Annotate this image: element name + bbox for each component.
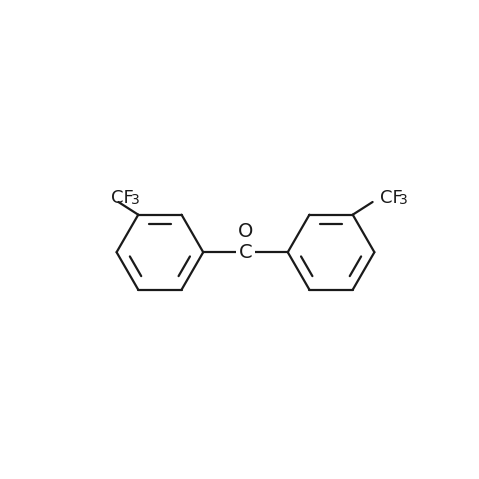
- Text: CF: CF: [379, 189, 402, 206]
- Text: 3: 3: [131, 193, 140, 207]
- Text: C: C: [239, 243, 252, 262]
- Text: CF: CF: [112, 189, 134, 206]
- Text: 3: 3: [399, 193, 408, 207]
- Text: O: O: [238, 222, 253, 241]
